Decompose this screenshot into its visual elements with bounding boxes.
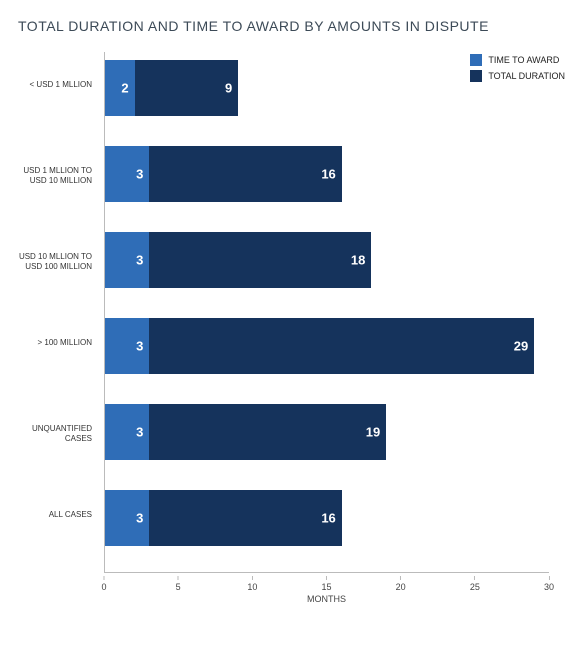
- bar-value-label: 19: [366, 425, 380, 440]
- chart-container: TOTAL DURATION AND TIME TO AWARD BY AMOU…: [0, 0, 583, 653]
- bar-row: 18 3: [105, 232, 549, 288]
- bar-value-label: 18: [351, 253, 365, 268]
- bar-row: 92: [105, 60, 549, 116]
- plot-area: TIME TO AWARDTOTAL DURATION < USD 1 MLLI…: [18, 52, 565, 612]
- x-tick: 15: [321, 576, 331, 592]
- x-tick-mark: [474, 576, 475, 580]
- bar-time-to-award: 3: [105, 490, 149, 546]
- bar-value-label: 3: [136, 253, 143, 268]
- x-tick: 20: [396, 576, 406, 592]
- x-tick-mark: [178, 576, 179, 580]
- x-tick: 30: [544, 576, 554, 592]
- x-tick-label: 5: [176, 582, 181, 592]
- x-axis-title: MONTHS: [104, 594, 549, 604]
- x-tick: 25: [470, 576, 480, 592]
- y-axis-label: UNQUANTIFIED CASES: [18, 424, 98, 443]
- bar-time-to-award: 3: [105, 146, 149, 202]
- bar-row: 16 3: [105, 146, 549, 202]
- bar-row: 16 3: [105, 490, 549, 546]
- x-tick: 5: [176, 576, 181, 592]
- y-axis-label: < USD 1 MLLION: [18, 80, 98, 90]
- bar-value-label: 29: [514, 339, 528, 354]
- bar-value-label: 3: [136, 511, 143, 526]
- y-axis-label: ALL CASES: [18, 510, 98, 520]
- chart-title: TOTAL DURATION AND TIME TO AWARD BY AMOU…: [18, 18, 565, 34]
- bar-value-label: 3: [136, 339, 143, 354]
- bar-time-to-award: 3: [105, 232, 149, 288]
- bar-value-label: 2: [121, 81, 128, 96]
- x-tick-label: 20: [396, 582, 406, 592]
- x-tick: 10: [247, 576, 257, 592]
- bar-time-to-award: 2: [105, 60, 135, 116]
- x-tick-label: 15: [321, 582, 331, 592]
- x-tick-label: 0: [101, 582, 106, 592]
- bar-row: 19 3: [105, 404, 549, 460]
- y-axis-label: USD 1 MLLION TO USD 10 MILLION: [18, 166, 98, 185]
- bar-time-to-award: 3: [105, 318, 149, 374]
- bar-value-label: 16: [321, 511, 335, 526]
- bar-value-label: 3: [136, 167, 143, 182]
- y-axis-label: > 100 MILLION: [18, 338, 98, 348]
- y-axis-labels: < USD 1 MLLION USD 1 MLLION TO USD 10 MIL…: [18, 52, 98, 572]
- x-tick-mark: [252, 576, 253, 580]
- bar-value-label: 16: [321, 167, 335, 182]
- bar-total-duration: 29: [105, 318, 534, 374]
- x-tick-mark: [548, 576, 549, 580]
- x-tick-label: 30: [544, 582, 554, 592]
- bar-time-to-award: 3: [105, 404, 149, 460]
- bar-value-label: 9: [225, 81, 232, 96]
- bar-row: 29 3: [105, 318, 549, 374]
- x-tick-label: 25: [470, 582, 480, 592]
- x-tick-mark: [400, 576, 401, 580]
- x-tick-mark: [326, 576, 327, 580]
- x-tick-label: 10: [247, 582, 257, 592]
- bar-value-label: 3: [136, 425, 143, 440]
- x-tick-mark: [103, 576, 104, 580]
- y-axis-label: USD 10 MLLION TO USD 100 MILLION: [18, 252, 98, 271]
- bars-container: 92163183293193163: [104, 52, 549, 573]
- x-tick: 0: [101, 576, 106, 592]
